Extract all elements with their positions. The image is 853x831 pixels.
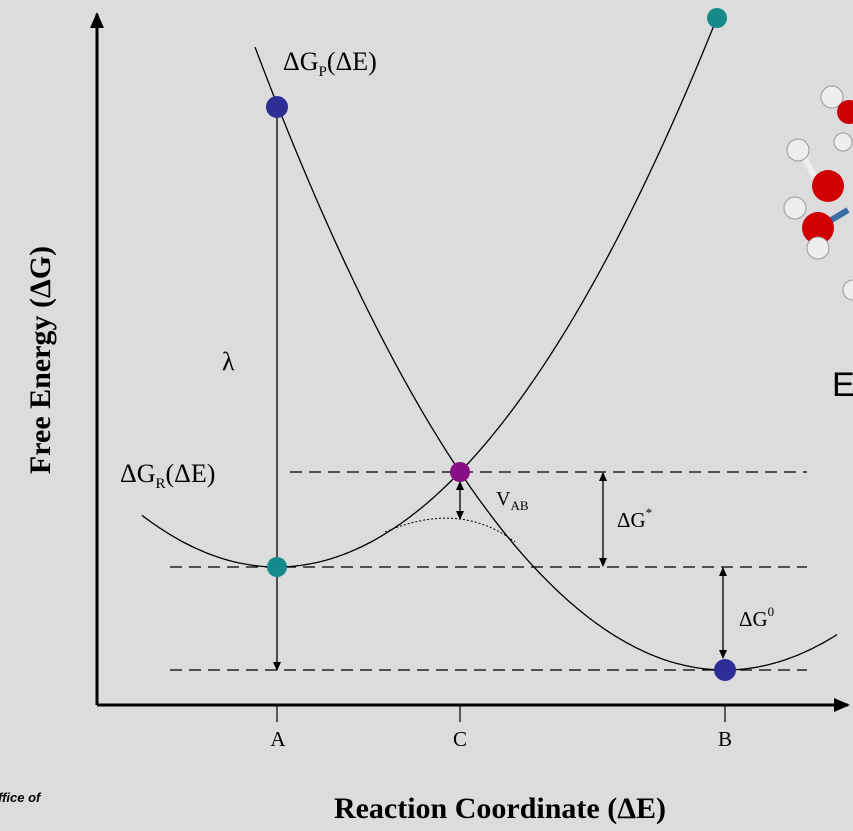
point <box>450 462 470 482</box>
point <box>714 659 736 681</box>
cut-text: ffice of <box>0 790 42 805</box>
x-point-label: B <box>718 727 732 751</box>
reactant-label: ΔGR(ΔE) <box>120 459 215 492</box>
y-axis-title: Free Energy (ΔG) <box>24 246 57 474</box>
point <box>267 557 287 577</box>
product-curve <box>254 46 838 671</box>
molecule <box>783 85 853 301</box>
reactant-curve <box>141 15 719 568</box>
coupling-label: VAB <box>496 488 529 513</box>
lambda-label: λ <box>222 347 235 376</box>
point <box>266 96 288 118</box>
ticks <box>276 705 726 722</box>
x-point-label: A <box>270 727 286 751</box>
x-axis-title: Reaction Coordinate (ΔE) <box>334 792 666 825</box>
x-point-labels: A C B <box>270 727 732 751</box>
cut-text: E <box>832 366 853 404</box>
driving-force-label: ΔG0 <box>739 604 774 631</box>
point <box>707 8 727 28</box>
adiabatic-curve <box>384 517 516 543</box>
x-point-label: C <box>453 727 467 751</box>
activation-label: ΔG* <box>617 505 652 532</box>
product-label: ΔGP(ΔE) <box>283 47 377 80</box>
